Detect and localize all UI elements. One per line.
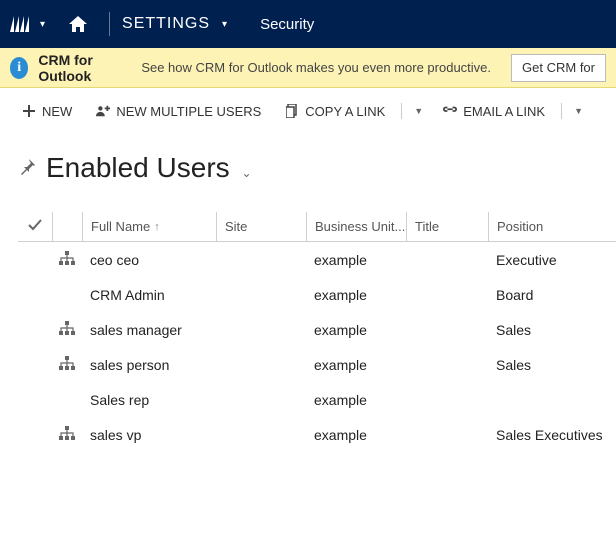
cell-business-unit: example bbox=[306, 287, 406, 303]
command-bar: NEW NEW MULTIPLE USERS COPY A LINK ▼ EMA… bbox=[0, 88, 616, 134]
users-plus-icon bbox=[96, 104, 110, 118]
info-icon: i bbox=[10, 57, 28, 79]
hierarchy-icon bbox=[59, 321, 75, 338]
cell-position: Executive bbox=[488, 252, 608, 268]
column-header-site-label: Site bbox=[225, 219, 247, 234]
column-header-site[interactable]: Site bbox=[216, 212, 306, 241]
nav-settings-tile[interactable]: SETTINGS ▾ bbox=[122, 15, 246, 33]
logo-caret-icon: ▾ bbox=[36, 19, 49, 30]
cell-business-unit: example bbox=[306, 427, 406, 443]
hierarchy-icon bbox=[59, 251, 75, 268]
column-header-position[interactable]: Position bbox=[488, 212, 608, 241]
cell-business-unit: example bbox=[306, 392, 406, 408]
users-grid: Full Name ↑ Site Business Unit... Title … bbox=[0, 194, 616, 452]
copy-link-button[interactable]: COPY A LINK bbox=[275, 98, 395, 125]
cell-business-unit: example bbox=[306, 252, 406, 268]
hierarchy-icon bbox=[59, 356, 75, 373]
table-row[interactable]: sales person example Sales bbox=[18, 347, 616, 382]
cell-position: Sales Executives bbox=[488, 427, 608, 443]
cell-full-name: sales vp bbox=[82, 427, 216, 443]
email-link-dropdown[interactable]: ▼ bbox=[568, 106, 589, 116]
sort-asc-icon: ↑ bbox=[150, 221, 160, 233]
get-crm-button[interactable]: Get CRM for bbox=[511, 54, 606, 82]
copy-link-label: COPY A LINK bbox=[305, 104, 385, 119]
table-row[interactable]: ceo ceo example Executive bbox=[18, 242, 616, 277]
home-icon bbox=[69, 16, 87, 32]
dynamics-logo-icon bbox=[10, 16, 30, 32]
nav-area-label[interactable]: Security bbox=[246, 16, 314, 33]
hierarchy-cell[interactable] bbox=[52, 356, 82, 373]
settings-caret-icon: ▾ bbox=[218, 19, 232, 30]
cell-position: Sales bbox=[488, 322, 608, 338]
app-logo[interactable]: ▾ bbox=[10, 16, 59, 32]
table-row[interactable]: sales manager example Sales bbox=[18, 312, 616, 347]
view-selector-caret-icon: ⌄ bbox=[237, 166, 251, 180]
table-row[interactable]: CRM Admin example Board bbox=[18, 277, 616, 312]
pin-icon[interactable] bbox=[18, 158, 36, 179]
new-multiple-users-button[interactable]: NEW MULTIPLE USERS bbox=[86, 98, 271, 125]
cell-position: Sales bbox=[488, 357, 608, 373]
cell-business-unit: example bbox=[306, 357, 406, 373]
hierarchy-cell[interactable] bbox=[52, 426, 82, 443]
email-link-label: EMAIL A LINK bbox=[463, 104, 545, 119]
cell-position: Board bbox=[488, 287, 608, 303]
table-row[interactable]: sales vp example Sales Executives bbox=[18, 417, 616, 452]
view-title[interactable]: Enabled Users ⌄ bbox=[46, 152, 252, 184]
check-icon bbox=[28, 219, 42, 234]
notification-title: CRM for Outlook bbox=[38, 52, 131, 84]
select-all-header[interactable] bbox=[18, 212, 52, 241]
nav-divider bbox=[109, 12, 110, 36]
column-header-position-label: Position bbox=[497, 219, 543, 234]
email-link-button[interactable]: EMAIL A LINK bbox=[433, 98, 555, 125]
column-header-business-unit[interactable]: Business Unit... bbox=[306, 212, 406, 241]
home-button[interactable] bbox=[59, 16, 97, 32]
view-title-text: Enabled Users bbox=[46, 152, 230, 183]
cell-full-name: CRM Admin bbox=[82, 287, 216, 303]
copy-link-icon bbox=[285, 104, 299, 118]
column-header-title[interactable]: Title bbox=[406, 212, 488, 241]
cell-full-name: ceo ceo bbox=[82, 252, 216, 268]
hierarchy-icon bbox=[59, 426, 75, 443]
column-header-full-name-label: Full Name bbox=[91, 219, 150, 234]
hierarchy-cell[interactable] bbox=[52, 321, 82, 338]
hierarchy-column-header bbox=[52, 212, 82, 241]
nav-settings-label: SETTINGS bbox=[122, 15, 210, 33]
column-header-title-label: Title bbox=[415, 219, 439, 234]
view-header: Enabled Users ⌄ bbox=[0, 134, 616, 194]
new-button[interactable]: NEW bbox=[12, 98, 82, 125]
email-link-icon bbox=[443, 104, 457, 118]
grid-header-row: Full Name ↑ Site Business Unit... Title … bbox=[18, 212, 616, 242]
copy-link-dropdown[interactable]: ▼ bbox=[408, 106, 429, 116]
cell-full-name: sales person bbox=[82, 357, 216, 373]
cell-full-name: Sales rep bbox=[82, 392, 216, 408]
column-header-full-name[interactable]: Full Name ↑ bbox=[82, 212, 216, 241]
new-button-label: NEW bbox=[42, 104, 72, 119]
new-multiple-users-label: NEW MULTIPLE USERS bbox=[116, 104, 261, 119]
toolbar-separator bbox=[561, 103, 562, 119]
cell-full-name: sales manager bbox=[82, 322, 216, 338]
cell-business-unit: example bbox=[306, 322, 406, 338]
toolbar-separator bbox=[401, 103, 402, 119]
grid-body: ceo ceo example Executive CRM Admin example B… bbox=[18, 242, 616, 452]
global-navbar: ▾ SETTINGS ▾ Security bbox=[0, 0, 616, 48]
plus-icon bbox=[22, 104, 36, 118]
notification-text: See how CRM for Outlook makes you even m… bbox=[141, 60, 491, 75]
table-row[interactable]: Sales rep example bbox=[18, 382, 616, 417]
hierarchy-cell[interactable] bbox=[52, 251, 82, 268]
column-header-business-unit-label: Business Unit... bbox=[315, 219, 405, 234]
notification-bar: i CRM for Outlook See how CRM for Outloo… bbox=[0, 48, 616, 88]
